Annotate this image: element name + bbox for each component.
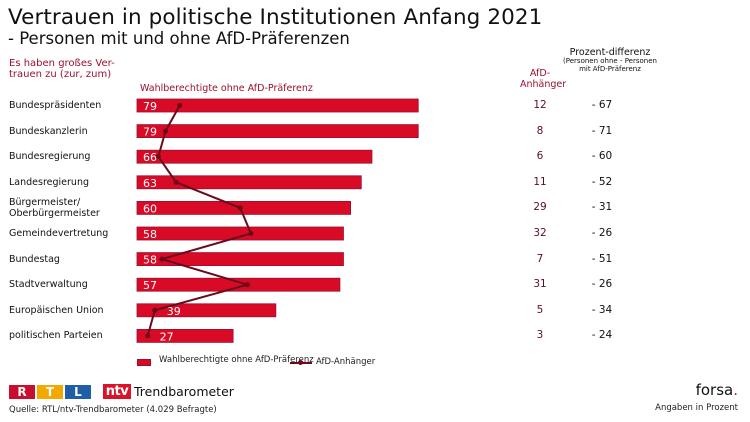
- diff-value: - 52: [591, 175, 613, 188]
- bar: [136, 226, 344, 241]
- afd-value: 11: [533, 175, 547, 188]
- rtl-logo-r: R: [9, 385, 35, 399]
- bar-value-label: 27: [160, 330, 174, 343]
- category-label: Gemeindevertretung: [9, 228, 109, 239]
- afd-value: 31: [533, 278, 547, 291]
- afd-series-point: [159, 256, 165, 262]
- bar: [136, 328, 234, 343]
- legend-line-marker: [298, 360, 303, 365]
- bar: [136, 149, 373, 164]
- bar-value-label: 57: [143, 279, 157, 292]
- unit-note: Angaben in Prozent: [655, 403, 738, 413]
- trendbarometer-label: Trendbarometer: [134, 384, 234, 399]
- category-label: Stadtverwaltung: [9, 279, 88, 291]
- diff-value: - 31: [591, 201, 613, 214]
- chart-title: Vertrauen in politische Institutionen An…: [8, 5, 543, 30]
- category-label: Bundesregierung: [9, 151, 91, 163]
- bar: [136, 175, 362, 190]
- bar-value-label: 58: [143, 254, 157, 267]
- legend-line-label: AfD-Anhänger: [316, 357, 376, 367]
- bar-series-header: Wahlberechtigte ohne AfD-Präferenz: [140, 83, 313, 94]
- rtl-logo-t: T: [37, 385, 63, 399]
- bar: [136, 303, 277, 318]
- question-label: Es haben großes Ver-trauen zu (zur, zum): [9, 58, 115, 80]
- bar: [136, 124, 419, 138]
- diff-value: - 24: [591, 329, 613, 342]
- bar-value-label: 60: [143, 202, 157, 215]
- afd-series-point: [173, 179, 179, 185]
- diff-column-header: Prozent-differenz (Personen ohne - Perso…: [560, 48, 660, 73]
- afd-series-point: [162, 128, 168, 134]
- diff-value: - 60: [591, 150, 613, 163]
- afd-value: 5: [536, 303, 544, 316]
- forsa-logo: forsa.: [696, 381, 738, 399]
- category-label: Bürgermeister/ Oberbürgermeister: [9, 197, 100, 220]
- bar-value-label: 79: [143, 126, 157, 139]
- diff-value: - 26: [591, 278, 613, 291]
- diff-value: - 67: [591, 99, 613, 111]
- afd-series-point: [248, 231, 254, 236]
- afd-series-line: [146, 105, 253, 337]
- rtl-logo: R T L: [9, 385, 91, 399]
- afd-series-point: [177, 103, 183, 108]
- afd-value: 6: [536, 150, 544, 163]
- afd-value: 29: [533, 201, 547, 214]
- afd-series-point: [155, 154, 161, 160]
- forsa-text: forsa: [695, 381, 734, 399]
- legend-bar-label: Wahlberechtigte ohne AfD-Präferenz: [159, 355, 314, 365]
- chart-subtitle: - Personen mit und ohne AfD-Präferenzen: [8, 29, 350, 48]
- bar-value-label: 58: [143, 228, 157, 241]
- legend-bar-swatch: [137, 359, 151, 366]
- diff-value: - 51: [591, 252, 613, 265]
- ntv-logo: ntv: [103, 384, 131, 399]
- bar: [136, 98, 419, 113]
- category-label: Europäischen Union: [9, 304, 104, 316]
- diff-value: - 71: [591, 124, 613, 137]
- afd-value: 3: [536, 329, 544, 342]
- bar-value-label: 66: [143, 151, 157, 164]
- afd-value: 32: [533, 227, 547, 239]
- diff-value: - 26: [591, 227, 613, 239]
- category-label: Landesregierung: [9, 176, 89, 188]
- category-label: politischen Parteien: [9, 330, 103, 342]
- diff-column-note: (Personen ohne - Personen mit AfD-Präfer…: [563, 57, 657, 73]
- afd-value: 12: [533, 99, 547, 111]
- diff-value: - 34: [591, 303, 613, 316]
- afd-series-point: [237, 205, 243, 211]
- category-label: Bundestag: [9, 253, 60, 265]
- source-note: Quelle: RTL/ntv-Trendbarometer (4.029 Be…: [9, 405, 217, 415]
- category-label: Bundeskanzlerin: [9, 125, 88, 137]
- afd-series-point: [244, 282, 250, 288]
- diff-column-title: Prozent-differenz: [569, 47, 651, 58]
- bar: [136, 200, 352, 215]
- rtl-logo-l: L: [65, 385, 91, 399]
- bar-value-label: 63: [143, 177, 157, 190]
- afd-series-point: [152, 307, 158, 313]
- bar-value-label: 79: [143, 100, 157, 113]
- afd-column-header: AfD-Anhänger: [520, 68, 567, 90]
- forsa-dot: .: [733, 381, 738, 399]
- bar-value-label: 39: [167, 305, 181, 318]
- afd-value: 7: [536, 252, 544, 265]
- category-label: Bundespräsidenten: [9, 100, 102, 111]
- bar: [136, 277, 341, 292]
- bar: [136, 252, 344, 267]
- afd-value: 8: [536, 124, 544, 137]
- afd-series-point: [145, 333, 151, 339]
